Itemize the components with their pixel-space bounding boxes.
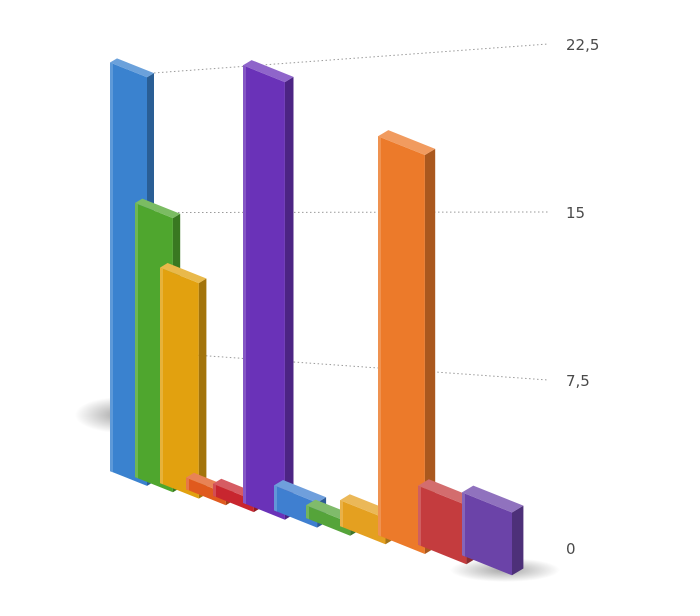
bar-front-face xyxy=(306,505,351,536)
bar-top-face xyxy=(378,130,436,155)
gridline-1 xyxy=(149,351,549,381)
gridline-3 xyxy=(149,43,549,74)
bar-edge-highlight xyxy=(110,62,113,473)
bar-edge-highlight xyxy=(213,483,216,497)
bar-edge-highlight xyxy=(418,485,421,546)
y-tick-label: 7,5 xyxy=(566,372,590,390)
bar-12 xyxy=(462,485,524,576)
bar-top-face xyxy=(274,480,327,503)
bar-front-face xyxy=(186,477,226,506)
bar-side-face xyxy=(512,505,524,576)
bar-front-face xyxy=(340,500,386,545)
bar-6 xyxy=(243,60,294,520)
bar-side-face xyxy=(284,76,294,520)
bars xyxy=(110,58,524,576)
y-tick-label: 15 xyxy=(566,204,585,222)
gridlines xyxy=(149,43,549,381)
bar-edge-highlight xyxy=(243,65,246,505)
bar-edge-highlight xyxy=(135,203,138,479)
bar-edge-highlight xyxy=(274,485,277,512)
y-tick-label: 0 xyxy=(566,540,576,558)
gridline-2 xyxy=(149,211,549,214)
y-axis: 0 7,5 15 22,5 xyxy=(566,36,599,558)
bar-edge-highlight xyxy=(378,136,381,537)
bar-edge-highlight xyxy=(186,477,189,491)
bar-3 xyxy=(160,263,207,499)
bar-top-face xyxy=(462,485,524,513)
bar-front-face xyxy=(243,65,285,520)
bar-top-face xyxy=(243,60,294,83)
bar-front-face xyxy=(160,267,199,499)
bar-edge-highlight xyxy=(340,500,343,528)
bar-front-face xyxy=(213,483,254,513)
bar-front-face xyxy=(378,136,425,555)
bar-10 xyxy=(378,130,436,555)
bar-side-face xyxy=(198,278,207,499)
bar-top-face xyxy=(160,263,207,284)
bar-front-face xyxy=(418,485,467,565)
bar-edge-highlight xyxy=(462,492,465,557)
bar-side-face xyxy=(424,148,436,554)
bar-edge-highlight xyxy=(306,505,309,520)
bar-top-face xyxy=(110,58,154,78)
bar-front-face xyxy=(462,492,512,576)
bar-edge-highlight xyxy=(160,267,163,485)
bar-top-face xyxy=(135,198,181,219)
y-tick-label: 22,5 xyxy=(566,36,599,54)
